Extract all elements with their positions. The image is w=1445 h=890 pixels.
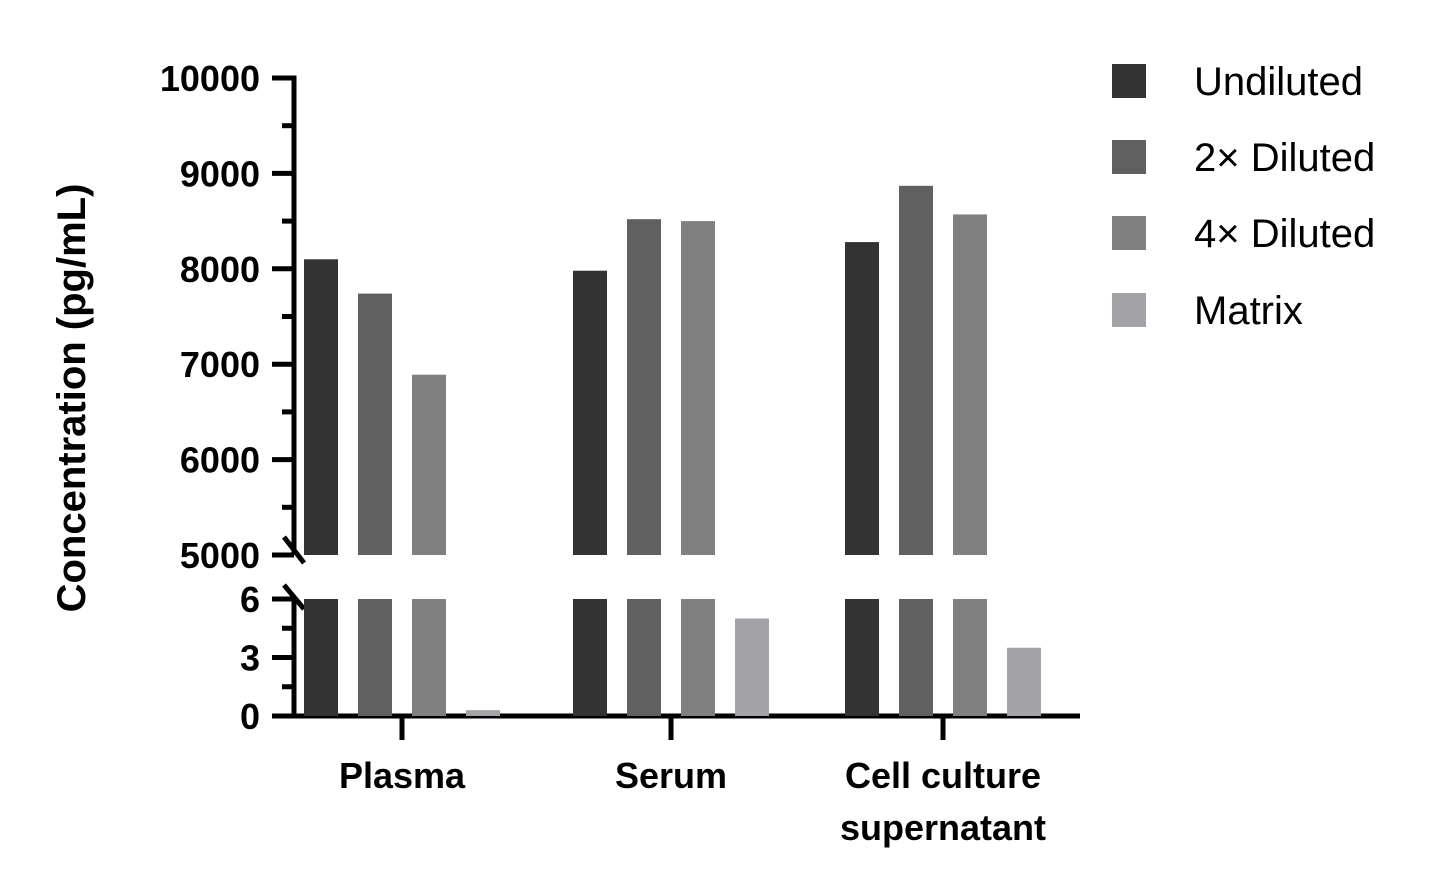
bar xyxy=(1007,647,1041,716)
y-tick-label: 0 xyxy=(240,696,260,737)
bar-upper xyxy=(953,214,987,555)
bar-lower xyxy=(304,599,338,716)
bar-upper xyxy=(573,270,607,555)
legend-swatch xyxy=(1112,64,1146,98)
bar-lower xyxy=(573,599,607,716)
y-tick-label: 7000 xyxy=(180,344,260,385)
y-tick-label: 8000 xyxy=(180,249,260,290)
bar-lower xyxy=(358,599,392,716)
y-tick-label: 5000 xyxy=(180,535,260,576)
bar-lower xyxy=(845,599,879,716)
bar-upper xyxy=(304,259,338,555)
x-tick-label: Cell culture xyxy=(845,755,1041,796)
bar xyxy=(466,710,500,716)
axis-break-mark xyxy=(282,535,306,565)
x-tick-label: Plasma xyxy=(339,755,466,796)
bar-upper xyxy=(681,221,715,555)
legend-swatch xyxy=(1112,140,1146,174)
legend-entry: 4× Diluted xyxy=(1194,212,1375,256)
x-tick-label: supernatant xyxy=(840,807,1046,848)
y-tick-label: 6 xyxy=(240,579,260,620)
legend-entry: Undiluted xyxy=(1194,60,1363,104)
bar-upper xyxy=(412,374,446,555)
bar-lower xyxy=(681,599,715,716)
legend-swatch xyxy=(1112,293,1146,327)
legend-entry: 2× Diluted xyxy=(1194,136,1375,180)
bar-upper xyxy=(899,185,933,555)
legend-swatch xyxy=(1112,216,1146,250)
bar-lower xyxy=(627,599,661,716)
bars xyxy=(304,185,1041,716)
bar xyxy=(735,618,769,716)
y-tick-label: 9000 xyxy=(180,153,260,194)
y-axis-title: Concentration (pg/mL) xyxy=(50,184,94,613)
bar-upper xyxy=(845,242,879,555)
bar-lower xyxy=(953,599,987,716)
y-tick-label: 10000 xyxy=(160,58,260,99)
y-tick-label: 3 xyxy=(240,638,260,679)
legend-entry: Matrix xyxy=(1194,289,1303,333)
bar-lower xyxy=(412,599,446,716)
x-tick-label: Serum xyxy=(615,755,727,796)
y-tick-label: 6000 xyxy=(180,440,260,481)
bar-upper xyxy=(358,293,392,555)
bar-upper xyxy=(627,219,661,555)
bar-lower xyxy=(899,599,933,716)
legend: Undiluted 2× Diluted 4× Diluted Matrix xyxy=(1112,60,1375,333)
